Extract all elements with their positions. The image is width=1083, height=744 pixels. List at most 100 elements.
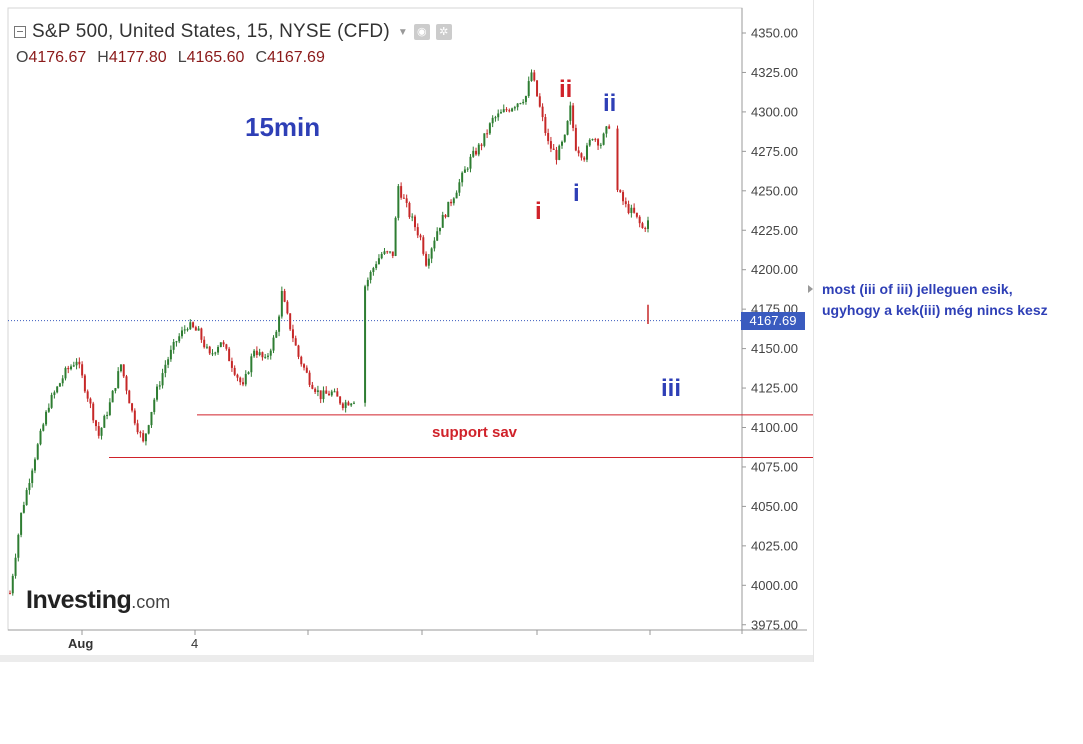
y-tick-label: 4075.00 [751, 459, 798, 474]
candle-body [466, 168, 469, 170]
candle-body [117, 371, 120, 389]
candle-body [455, 192, 458, 199]
candle-body [380, 253, 383, 259]
chevron-down-icon[interactable]: ▼ [397, 26, 408, 38]
candle-body [211, 353, 214, 355]
candle-body [486, 133, 489, 135]
candle-body [233, 367, 236, 375]
candle-body [20, 512, 23, 535]
scrollbar-track [0, 655, 813, 662]
candle-body [178, 336, 181, 342]
chevron-right-icon [808, 285, 813, 293]
candle-body [616, 128, 619, 191]
gear-icon[interactable]: ✲ [435, 24, 452, 40]
symbol-title[interactable]: S&P 500, United States, 15, NYSE (CFD) [32, 21, 390, 42]
candle-body [33, 459, 36, 471]
candle-body [341, 403, 344, 409]
candle-body [205, 346, 208, 348]
candle-body [422, 237, 425, 254]
candle-body [588, 139, 591, 146]
candle-body [463, 169, 466, 173]
wave-label-blue-iii: iii [661, 375, 682, 402]
candle-body [158, 385, 161, 387]
candle-body [78, 361, 81, 365]
candle-body [164, 364, 167, 374]
y-tick-label: 4200.00 [751, 262, 798, 277]
candle-body [425, 253, 428, 266]
candle-body [627, 204, 630, 214]
y-tick-label: 4150.00 [751, 341, 798, 356]
candle-body [608, 126, 611, 129]
candle-body [339, 396, 342, 404]
support-zone-label: support sav [432, 424, 518, 441]
ohlc-readout: O4176.67 H4177.80 L4165.60 C4167.69 [16, 49, 325, 67]
candle-body [86, 391, 89, 399]
candle-body [469, 156, 472, 169]
candle-body [563, 134, 566, 142]
candle-body [286, 301, 289, 314]
candle-body [103, 415, 106, 428]
candle-body [433, 240, 436, 249]
candle-body [483, 133, 486, 146]
candle-body [139, 432, 142, 434]
candle-body [638, 216, 641, 224]
candle-body [31, 470, 34, 484]
candle-body [255, 350, 258, 355]
candle-body [83, 375, 86, 392]
candle-body [72, 365, 75, 367]
candle-body [364, 286, 367, 403]
candle-body [647, 220, 649, 229]
candle-body [192, 322, 195, 328]
candle-body [92, 403, 95, 421]
candle-body [175, 341, 178, 343]
candlestick-chart[interactable]: 4350.00 4325.00 4300.00 4275.00 4250.00 4225.… [0, 0, 813, 662]
candle-body [591, 139, 594, 141]
candle-body [599, 144, 602, 146]
candle-body [497, 113, 500, 118]
candle-body [219, 342, 222, 348]
candle-body [552, 148, 555, 150]
candle-body [294, 338, 297, 346]
candle-body [197, 328, 200, 331]
candle-body [131, 403, 134, 411]
candle-body [128, 390, 131, 404]
collapse-icon[interactable] [14, 26, 26, 38]
eye-icon[interactable]: ◉ [413, 24, 430, 40]
chart-panel[interactable]: 4350.00 4325.00 4300.00 4275.00 4250.00 4225.… [0, 0, 814, 662]
candle-body [56, 386, 59, 393]
candle-body [447, 201, 450, 218]
candle-body [458, 182, 461, 193]
candle-body [350, 403, 353, 406]
y-tick-label: 4275.00 [751, 144, 798, 159]
candle-body [475, 150, 478, 155]
candle-body [189, 322, 192, 330]
candle-body [416, 227, 419, 236]
candle-body [436, 231, 439, 241]
candle-body [125, 376, 128, 391]
candle-body [22, 504, 25, 513]
candle-body [377, 258, 380, 265]
candle-body [472, 150, 475, 157]
candle-body [250, 356, 253, 373]
candle-body [605, 126, 608, 134]
candle-body [322, 390, 325, 400]
candle-body [172, 341, 175, 350]
candle-body [70, 366, 73, 370]
candle-body [533, 72, 536, 81]
ohlc-high: H4177.80 [97, 49, 167, 66]
candle-body [67, 367, 70, 370]
ohlc-low: L4165.60 [177, 49, 245, 66]
candle-body [461, 172, 464, 183]
candle-body [438, 227, 441, 232]
plot-area [7, 7, 743, 631]
candle-body [336, 391, 339, 397]
candle-body [50, 394, 53, 408]
candle-body [169, 349, 172, 360]
candle-body [597, 139, 600, 146]
candle-body [266, 355, 269, 357]
candle-body [114, 388, 117, 391]
candle-body [391, 251, 394, 256]
candle-body [316, 390, 319, 392]
candle-body [119, 364, 122, 372]
candle-body [369, 272, 372, 280]
